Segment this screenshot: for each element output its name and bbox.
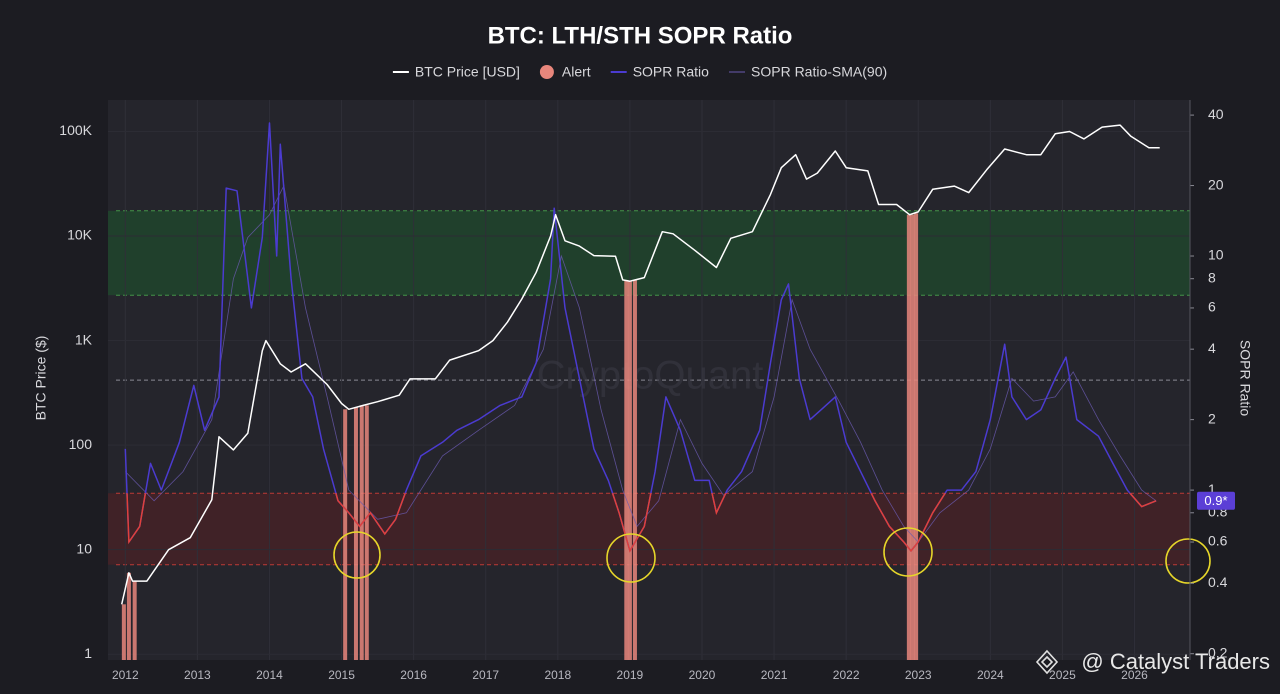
alert-bar (132, 581, 137, 660)
x-tick-label: 2014 (256, 668, 283, 682)
x-tick-label: 2024 (977, 668, 1004, 682)
annotation-circles (333, 527, 1211, 584)
y2-tick-label: 1 (1208, 481, 1216, 497)
y2-tick-label: 0.6 (1208, 533, 1228, 549)
legend-label: Alert (562, 64, 591, 80)
y2-tick-label: 10 (1208, 247, 1224, 263)
x-tick-label: 2018 (544, 668, 571, 682)
x-tick-label: 2023 (905, 668, 932, 682)
y-axis-title: BTC Price ($) (33, 336, 49, 421)
legend-label: BTC Price [USD] (415, 64, 520, 80)
series-line (120, 124, 1160, 605)
x-tick-label: 2025 (1049, 668, 1076, 682)
legend-label: SOPR Ratio-SMA(90) (751, 64, 887, 80)
y2-tick-label: 4 (1208, 340, 1216, 356)
series-line-alert (126, 493, 1157, 553)
y2-tick-label: 0.2 (1208, 644, 1228, 660)
alert-bar (914, 213, 919, 660)
axes: 2012 2013 2014 2015 2016 2017 2018 2019 2020 2021… (59, 100, 1235, 682)
legend-item: SOPR Ratio-SMA(90) (729, 64, 887, 80)
highlight-circle (606, 533, 656, 583)
highlight-circle (883, 527, 933, 577)
alert-bar (121, 604, 126, 660)
legend-item: SOPR Ratio (610, 64, 709, 80)
credit: @ Catalyst Traders (1081, 649, 1270, 674)
credit-logo (1035, 649, 1059, 675)
series-sma-line (125, 184, 1157, 543)
y2-tick-label: 20 (1208, 176, 1224, 192)
alert-bar (906, 214, 911, 661)
alert-bar (126, 572, 131, 660)
legend-item: BTC Price [USD] (392, 64, 520, 80)
y-tick-label: 10 (76, 540, 92, 556)
x-tick-label: 2013 (184, 668, 211, 682)
highlight-circle (1165, 538, 1211, 584)
x-tick-label: 2020 (689, 668, 716, 682)
watermark: CryptoQuant (537, 354, 764, 398)
y2-tick-label: 6 (1208, 299, 1216, 315)
x-tick-label: 2019 (617, 668, 644, 682)
x-tick-label: 2021 (761, 668, 788, 682)
alert-bar (364, 405, 369, 660)
alert-bar (624, 279, 629, 660)
grid (108, 100, 1190, 660)
chart-title: BTC: LTH/STH SOPR Ratio (488, 22, 793, 49)
logo-diamond (1035, 649, 1059, 675)
logo-inner (1040, 655, 1054, 669)
y-tick-label: 10K (67, 227, 93, 243)
y2-tick-label: 8 (1208, 269, 1216, 285)
x-tick-label: 2012 (112, 668, 139, 682)
legend-item: Alert (539, 64, 591, 80)
y-tick-label: 1 (84, 645, 92, 661)
alert-bar (353, 407, 358, 660)
x-tick-label: 2015 (328, 668, 355, 682)
current-value-label: 0.9* (1204, 493, 1227, 508)
alert-bar (627, 281, 632, 660)
y-tick-label: 1K (75, 331, 93, 347)
band (108, 210, 1190, 296)
y-tick-label: 100 (69, 436, 93, 452)
x-tick-label: 2022 (833, 668, 860, 682)
legend-label: SOPR Ratio (633, 64, 709, 80)
y2-tick-label: 40 (1208, 106, 1224, 122)
y2-tick-label: 0.4 (1208, 574, 1228, 590)
x-tick-label: 2017 (472, 668, 499, 682)
legend-swatch (539, 65, 554, 79)
y2-tick-label: 2 (1208, 410, 1216, 426)
alert-bar (910, 214, 915, 661)
highlight-circle (333, 531, 381, 579)
legend: BTC Price [USD] Alert SOPR Ratio SOPR Ratio… (392, 64, 887, 80)
y2-axis-title: SOPR Ratio (1237, 340, 1253, 416)
x-tick-label: 2016 (400, 668, 427, 682)
x-tick-label: 2026 (1121, 668, 1148, 682)
current-value-box (1197, 491, 1235, 510)
alert-bar (632, 279, 637, 660)
y-tick-label: 100K (59, 122, 92, 138)
